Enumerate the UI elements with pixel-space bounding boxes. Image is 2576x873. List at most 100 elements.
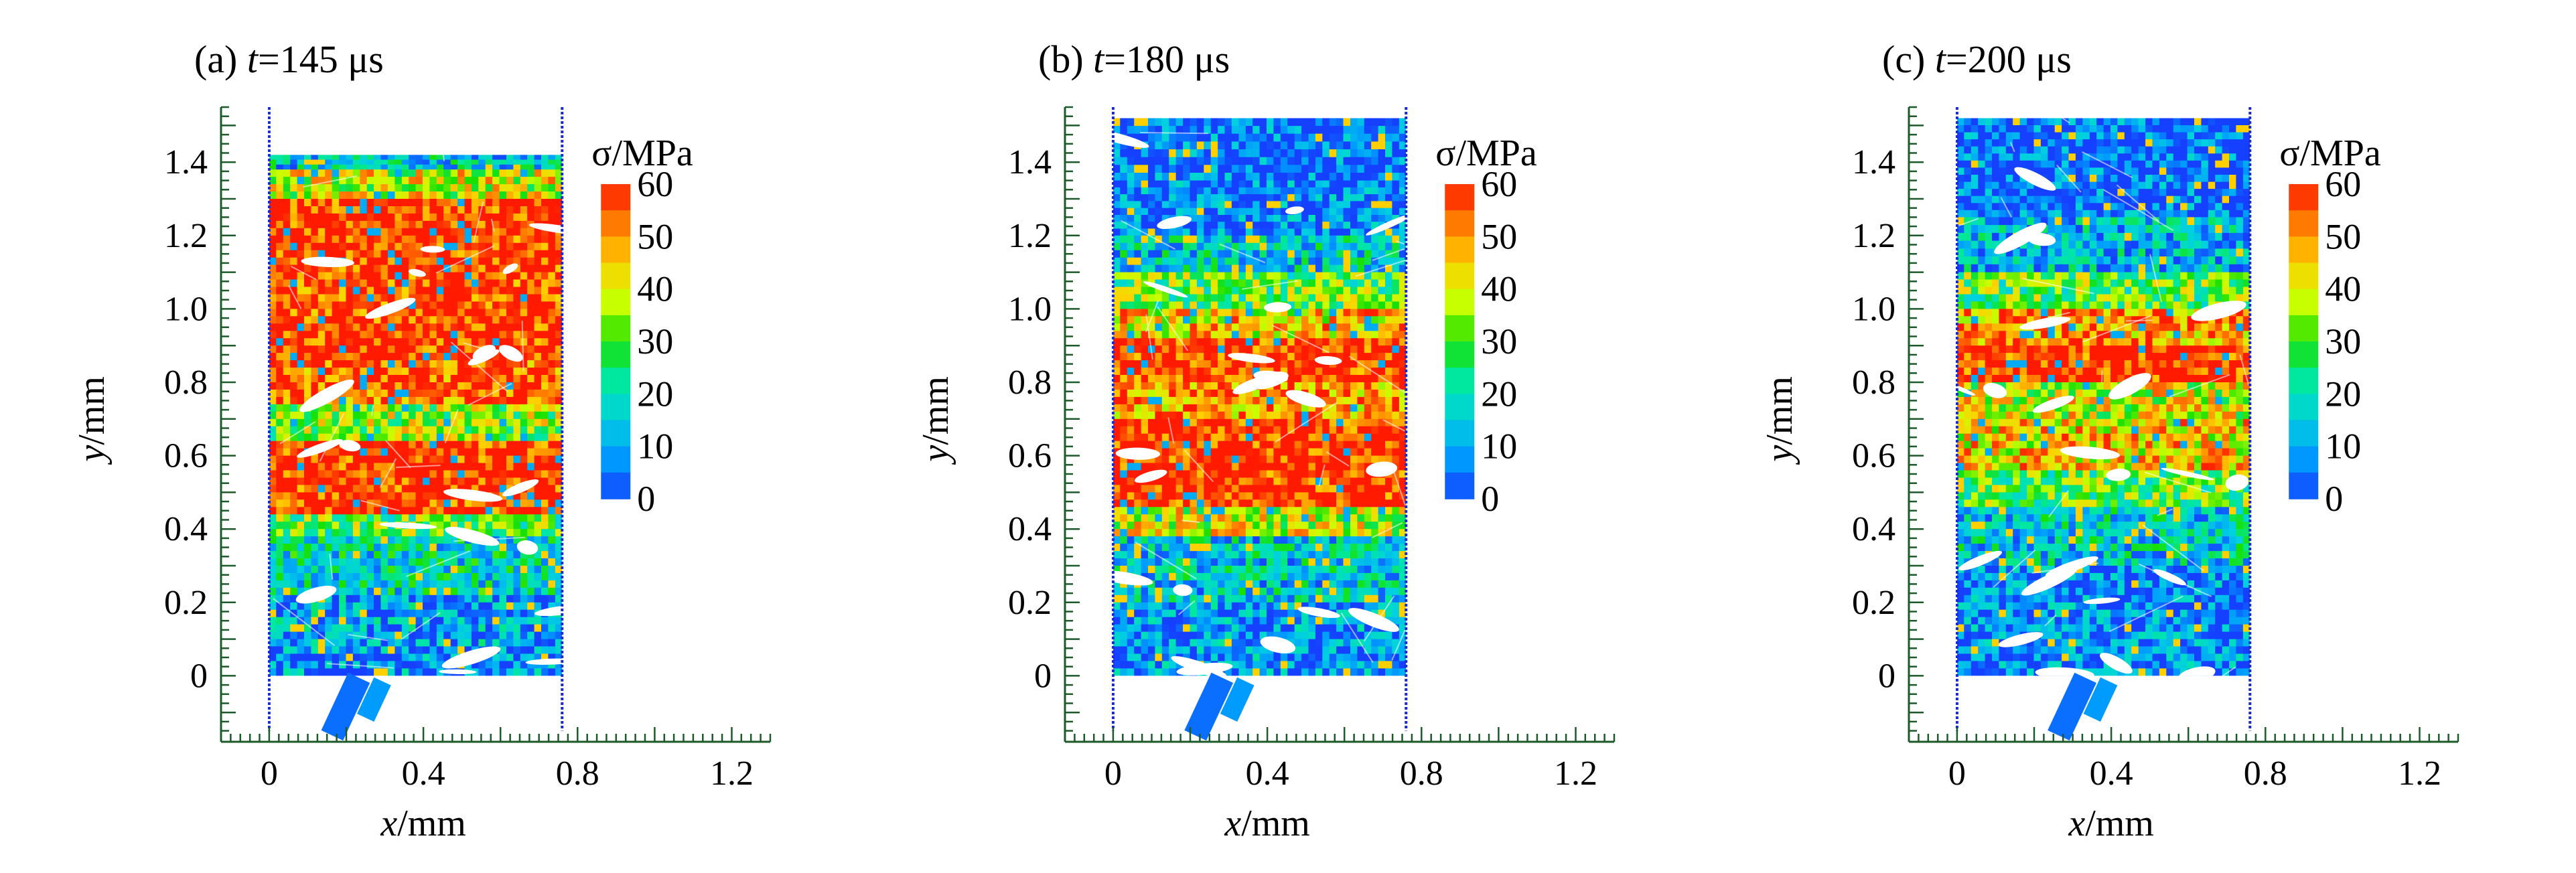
stress-cell bbox=[402, 360, 409, 368]
stress-cell bbox=[1218, 338, 1225, 346]
stress-cell bbox=[534, 404, 542, 412]
stress-cell bbox=[520, 191, 528, 200]
stress-cell bbox=[416, 668, 423, 676]
stress-cell bbox=[339, 536, 346, 544]
stress-cell bbox=[1330, 165, 1337, 173]
stress-cell bbox=[451, 184, 458, 192]
stress-cell bbox=[548, 368, 555, 376]
stress-cell bbox=[1273, 201, 1281, 208]
stress-cell bbox=[1169, 301, 1176, 309]
stress-cell bbox=[1309, 272, 1316, 281]
stress-cell bbox=[409, 514, 416, 522]
stress-cell bbox=[388, 368, 395, 376]
stress-cell bbox=[332, 544, 340, 552]
stress-cell bbox=[465, 165, 472, 170]
stress-cell bbox=[506, 544, 514, 552]
stress-cell bbox=[367, 382, 374, 390]
stress-cell bbox=[1301, 287, 1309, 295]
stress-cell bbox=[465, 214, 472, 222]
stress-cell bbox=[290, 522, 297, 530]
stress-cell bbox=[346, 280, 354, 288]
stress-cell bbox=[1176, 243, 1184, 251]
stress-cell bbox=[1315, 375, 1323, 383]
stress-cell bbox=[311, 485, 318, 493]
stress-cell bbox=[1155, 258, 1162, 266]
stress-cell bbox=[465, 160, 472, 165]
stress-cell bbox=[1183, 301, 1190, 309]
stress-cell bbox=[360, 441, 367, 449]
stress-cell bbox=[1204, 287, 1211, 295]
stress-cell bbox=[311, 155, 318, 160]
stress-cell bbox=[1392, 331, 1399, 339]
stress-cell bbox=[276, 316, 283, 324]
stress-cell bbox=[437, 471, 444, 479]
stress-cell bbox=[541, 668, 549, 676]
stress-cell bbox=[416, 551, 423, 559]
stress-cell bbox=[346, 617, 354, 625]
stress-cell bbox=[465, 206, 472, 214]
stress-cell bbox=[1238, 404, 1246, 412]
stress-cell bbox=[437, 566, 444, 574]
stress-cell bbox=[416, 499, 423, 507]
stress-cell bbox=[395, 617, 402, 625]
stress-cell bbox=[409, 595, 416, 603]
stress-cell bbox=[1134, 404, 1141, 412]
stress-cell bbox=[395, 471, 402, 479]
stress-cell bbox=[1238, 280, 1246, 288]
stress-cell bbox=[1225, 280, 1232, 288]
stress-cell bbox=[360, 250, 367, 258]
stress-cell bbox=[311, 295, 318, 303]
stress-cell bbox=[1176, 229, 1184, 236]
stress-cell bbox=[311, 165, 318, 170]
stress-cell bbox=[548, 155, 555, 160]
stress-cell bbox=[1190, 222, 1198, 229]
stress-cell bbox=[1218, 265, 1225, 273]
stress-cell bbox=[360, 544, 367, 552]
stress-cell bbox=[395, 338, 402, 346]
stress-cell bbox=[527, 301, 534, 309]
stress-cell bbox=[290, 323, 297, 331]
stress-cell bbox=[1211, 126, 1218, 134]
stress-cell bbox=[1141, 353, 1149, 361]
stress-cell bbox=[360, 471, 367, 479]
stress-cell bbox=[304, 214, 311, 222]
stress-cell bbox=[1267, 331, 1274, 339]
stress-cell bbox=[332, 206, 340, 214]
stress-cell bbox=[304, 250, 311, 258]
stress-cell bbox=[1378, 280, 1386, 288]
stress-cell bbox=[346, 580, 354, 588]
stress-cell bbox=[1211, 134, 1218, 142]
stress-cell bbox=[541, 236, 549, 244]
stress-cell bbox=[1238, 243, 1246, 251]
colorbar-label: 0 bbox=[637, 479, 655, 519]
stress-cell bbox=[360, 382, 367, 390]
stress-cell bbox=[1148, 295, 1155, 303]
stress-cell bbox=[1371, 173, 1378, 181]
stress-cell bbox=[1371, 250, 1378, 258]
stress-cell bbox=[472, 184, 479, 192]
stress-cell bbox=[527, 250, 534, 258]
stress-cell bbox=[1176, 353, 1184, 361]
stress-cell bbox=[402, 471, 409, 479]
stress-cell bbox=[402, 155, 409, 160]
stress-cell bbox=[1378, 208, 1386, 216]
stress-cell bbox=[381, 603, 388, 611]
stress-cell bbox=[451, 295, 458, 303]
stress-cell bbox=[1309, 375, 1316, 383]
stress-cell bbox=[423, 228, 430, 236]
stress-cell bbox=[423, 331, 430, 339]
stress-cell bbox=[1350, 187, 1358, 195]
stress-cell bbox=[1155, 345, 1162, 353]
stress-cell bbox=[548, 382, 555, 390]
stress-cell bbox=[1309, 316, 1316, 324]
stress-cell bbox=[1357, 134, 1364, 142]
stress-cell bbox=[1364, 236, 1372, 244]
stress-cell bbox=[388, 169, 395, 177]
stress-cell bbox=[1127, 165, 1135, 173]
stress-cell bbox=[1176, 173, 1184, 181]
stress-cell bbox=[402, 390, 409, 398]
stress-cell bbox=[360, 449, 367, 457]
stress-cell bbox=[1287, 173, 1295, 181]
stress-cell bbox=[1336, 412, 1344, 420]
stress-cell bbox=[451, 632, 458, 640]
